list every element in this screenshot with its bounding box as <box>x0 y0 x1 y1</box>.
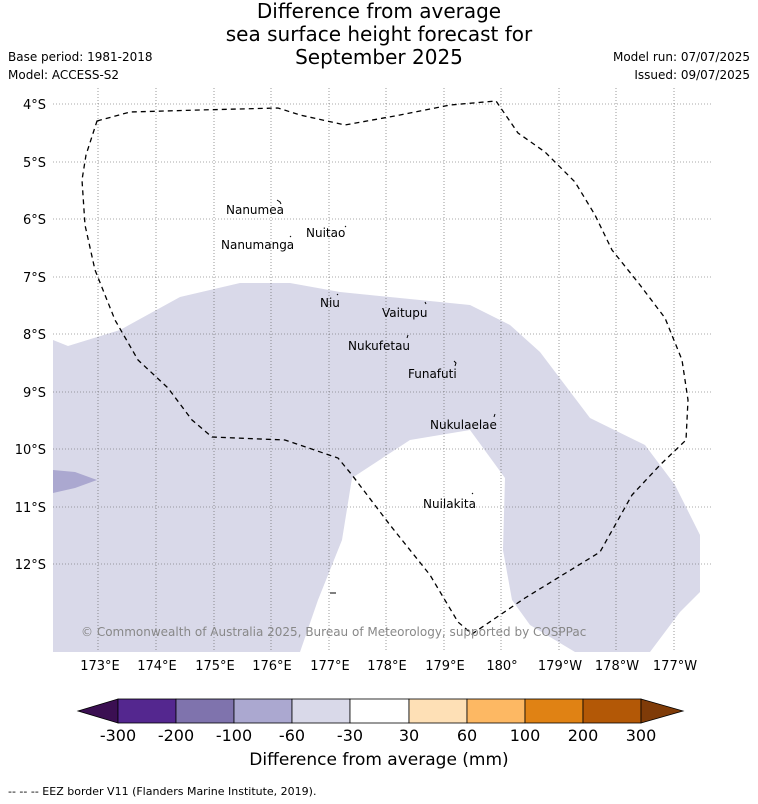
lat-label-9s: 9°S <box>23 386 46 401</box>
colorbar <box>76 698 685 724</box>
island-label-funafuti: Funafuti <box>408 367 457 381</box>
title-line-2: sea surface height forecast for <box>225 22 533 46</box>
lat-label-8s: 8°S <box>23 328 46 343</box>
island-marker-funafuti <box>453 360 457 367</box>
colorbar-tick-neg100: -100 <box>216 726 252 745</box>
island-label-nukulaelae: Nukulaelae <box>430 418 497 432</box>
island-marker-nukulaelae <box>493 413 496 418</box>
eez-border <box>81 100 689 635</box>
island-marker-nukufetau <box>406 334 409 339</box>
title-line-3: September 2025 <box>295 45 463 69</box>
island-label-niu: Niu <box>320 296 340 310</box>
lat-label-6s: 6°S <box>23 213 46 228</box>
lon-label-179w: 179°W <box>538 659 582 674</box>
lon-label-177e: 177°E <box>310 659 350 674</box>
anomaly-region-mid <box>53 470 97 493</box>
colorbar-tick-neg300: -300 <box>100 726 136 745</box>
colorbar-tick-neg200: -200 <box>158 726 194 745</box>
lon-label-178w: 178°W <box>595 659 639 674</box>
colorbar-tick-neg60: -60 <box>279 726 305 745</box>
colorbar-bin-4 <box>291 698 351 724</box>
eez-footnote: -- -- -- EEZ border V11 (Flanders Marine… <box>8 785 317 798</box>
lat-label-5s: 5°S <box>23 156 46 171</box>
lat-label-10s: 10°S <box>15 443 46 458</box>
island-marker-nuitao <box>344 225 347 228</box>
model-run-label: Model run: 07/07/2025 <box>612 50 750 64</box>
longitude-labels: 173°E 174°E 175°E 176°E 177°E 178°E 179°… <box>80 659 697 674</box>
colorbar-bin-1 <box>117 698 177 724</box>
lon-label-176e: 176°E <box>252 659 292 674</box>
colorbar-tick-200: 200 <box>568 726 599 745</box>
island-marker-niu <box>336 293 339 296</box>
colorbar-extend-high <box>640 698 685 724</box>
island-label-nukufetau: Nukufetau <box>348 339 410 353</box>
copyright-notice: © Commonwealth of Australia 2025, Bureau… <box>81 625 586 639</box>
island-markers <box>276 199 496 594</box>
gridlines <box>53 88 713 652</box>
colorbar-title: Difference from average (mm) <box>249 750 509 770</box>
island-marker-nanumea <box>276 199 282 205</box>
lat-label-7s: 7°S <box>23 271 46 286</box>
colorbar-tick-neg30: -30 <box>337 726 363 745</box>
model-label: Model: ACCESS-S2 <box>8 68 120 82</box>
colorbar-bin-3 <box>233 698 293 724</box>
lat-label-11s: 11°S <box>15 501 46 516</box>
lon-label-175e: 175°E <box>195 659 235 674</box>
colorbar-tick-100: 100 <box>510 726 541 745</box>
colorbar-bin-7 <box>466 698 526 724</box>
island-label-vaitupu: Vaitupu <box>382 306 428 320</box>
title-line-1: Difference from average <box>256 0 502 23</box>
colorbar-bin-5 <box>349 698 410 724</box>
lon-label-178e: 178°E <box>367 659 407 674</box>
island-labels: Nanumea Nuitao Nanumanga Niu Vaitupu Nuk… <box>221 203 497 511</box>
lat-label-4s: 4°S <box>23 98 46 113</box>
island-label-nanumea: Nanumea <box>226 203 284 217</box>
lat-label-12s: 12°S <box>15 558 46 573</box>
latitude-labels: 4°S 5°S 6°S 7°S 8°S 9°S 10°S 11°S 12°S <box>15 98 46 573</box>
meta-left: Base period: 1981-2018 Model: ACCESS-S2 <box>8 48 153 84</box>
lon-label-179e: 179°E <box>425 659 465 674</box>
anomaly-fill <box>53 283 700 652</box>
colorbar-bin-9 <box>582 698 642 724</box>
lon-label-174e: 174°E <box>137 659 177 674</box>
island-label-nuitao: Nuitao <box>306 226 345 240</box>
island-label-nuilakita: Nuilakita <box>423 497 476 511</box>
colorbar-bin-6 <box>408 698 468 724</box>
colorbar-extend-low <box>76 698 119 724</box>
colorbar-tick-300: 300 <box>626 726 657 745</box>
colorbar-tick-60: 60 <box>457 726 477 745</box>
colorbar-bin-2 <box>175 698 235 724</box>
colorbar-tick-30: 30 <box>399 726 419 745</box>
lon-label-173e: 173°E <box>80 659 120 674</box>
map-title: Difference from average sea surface heig… <box>0 0 758 69</box>
lon-label-177w: 177°W <box>653 659 697 674</box>
meta-right: Model run: 07/07/2025 Issued: 09/07/2025 <box>613 48 750 84</box>
lon-label-180: 180° <box>486 659 517 674</box>
issued-label: Issued: 09/07/2025 <box>634 68 750 82</box>
anomaly-region-light <box>53 283 700 652</box>
island-marker-nuilakita <box>471 492 474 495</box>
island-marker-vaitupu <box>424 301 427 305</box>
colorbar-bin-8 <box>524 698 584 724</box>
base-period-label: Base period: 1981-2018 <box>8 50 153 64</box>
island-label-nanumanga: Nanumanga <box>221 238 294 252</box>
colorbar-ticks: -300 -200 -100 -60 -30 30 60 100 200 300 <box>100 726 656 745</box>
island-marker-nanumanga <box>289 235 292 238</box>
